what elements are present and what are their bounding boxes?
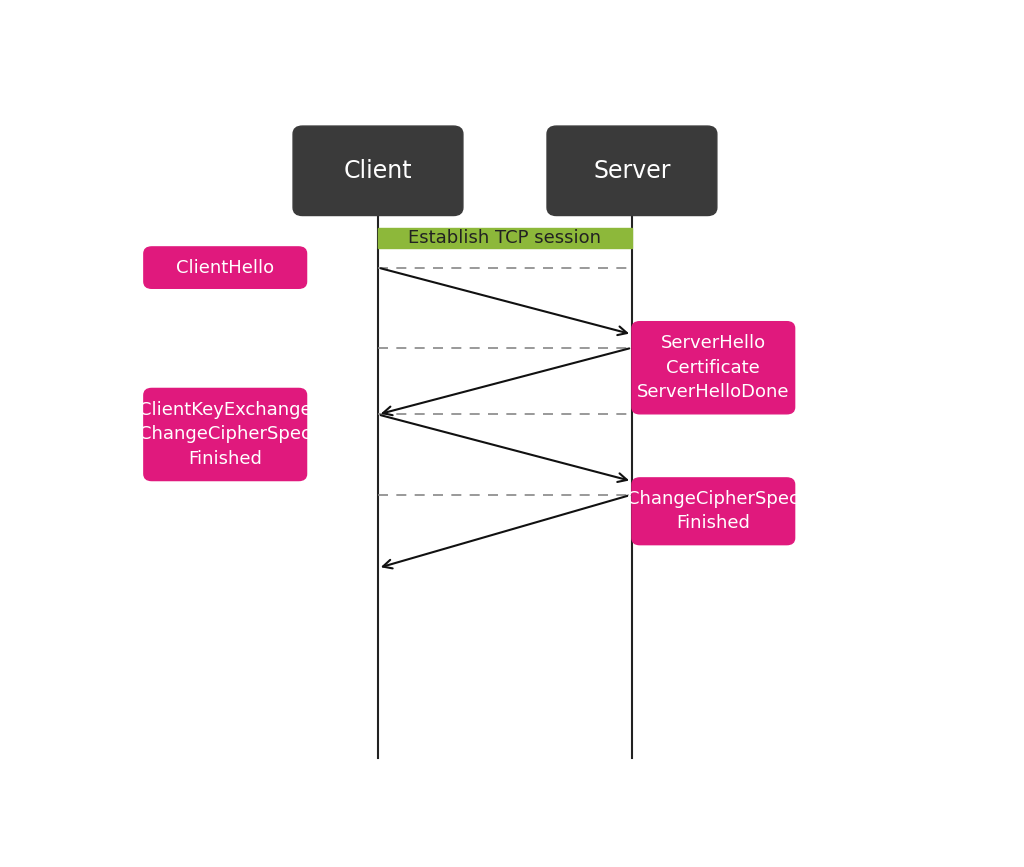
Text: Server: Server: [593, 159, 671, 183]
FancyBboxPatch shape: [378, 227, 632, 248]
FancyBboxPatch shape: [143, 247, 306, 289]
Text: Client: Client: [344, 159, 413, 183]
Text: ChangeCipherSpec
Finished: ChangeCipherSpec Finished: [628, 490, 799, 532]
Text: ClientKeyExchange
ChangeCipherSpec
Finished: ClientKeyExchange ChangeCipherSpec Finis…: [139, 401, 311, 468]
Text: ServerHello
Certificate
ServerHelloDone: ServerHello Certificate ServerHelloDone: [637, 335, 790, 401]
FancyBboxPatch shape: [293, 126, 463, 216]
Text: ClientHello: ClientHello: [176, 258, 274, 277]
FancyBboxPatch shape: [143, 388, 306, 480]
FancyBboxPatch shape: [547, 126, 717, 216]
FancyBboxPatch shape: [632, 322, 795, 414]
FancyBboxPatch shape: [632, 478, 795, 544]
Text: Establish TCP session: Establish TCP session: [409, 229, 601, 246]
